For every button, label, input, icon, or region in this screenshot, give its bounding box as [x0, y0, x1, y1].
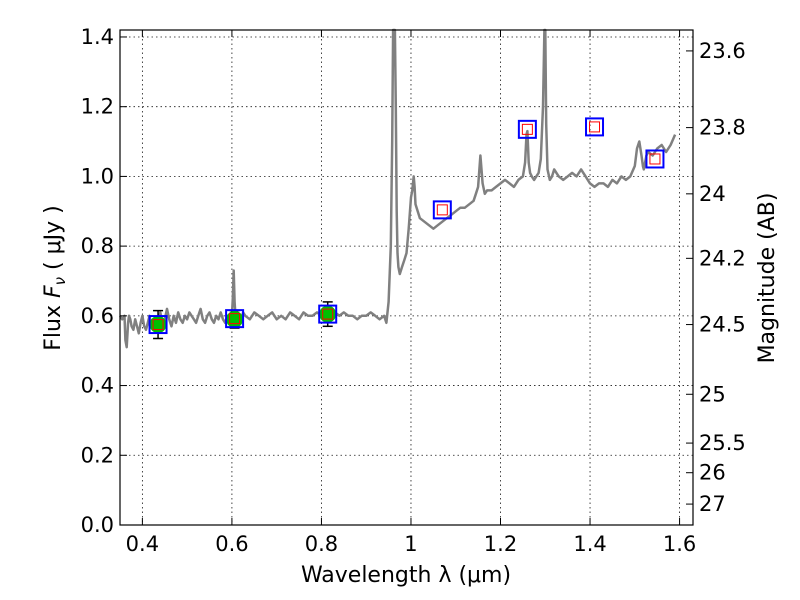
right-tick-label-4: 24.5	[699, 313, 746, 337]
y-tick-label-2: 0.4	[81, 374, 114, 398]
y-axis-label-subscript: ν	[51, 277, 69, 285]
right-tick-label-5: 25	[699, 382, 726, 406]
y-axis-label-suffix: ( μJy )	[41, 205, 66, 277]
x-tick-label-0: 0.4	[126, 532, 159, 556]
x-axis-label: Wavelength λ (μm)	[301, 563, 511, 588]
model-square-5	[586, 118, 603, 135]
photometry-point-2	[320, 306, 336, 322]
right-axis-label: Magnitude (AB)	[755, 193, 780, 364]
y-axis-label-prefix: Flux	[41, 298, 66, 351]
y-tick-label-7: 1.4	[81, 25, 114, 49]
x-tick-label-4: 1.2	[484, 532, 517, 556]
y-tick-label-0: 0.0	[81, 513, 114, 537]
y-axis-label: Flux Fν ( μJy )	[41, 205, 69, 350]
spectrum-series	[120, 30, 675, 347]
right-tick-label-2: 24	[699, 182, 726, 206]
right-tick-label-1: 23.8	[699, 116, 746, 140]
sed-chart: 0.4 0.6 0.8 1 1.2 1.4 1.6 0.0 0.2 0.4 0.6 0.8 1.0 1.2…	[0, 0, 800, 600]
x-tick-label-3: 1	[404, 532, 417, 556]
data-points	[150, 118, 664, 338]
right-tick-label-6: 25.5	[699, 431, 746, 455]
x-tick-label-5: 1.4	[573, 532, 606, 556]
plot-frame	[120, 30, 693, 525]
right-tick-label-8: 27	[699, 492, 726, 516]
y-tick-label-4: 0.8	[81, 234, 114, 258]
x-tick-label-6: 1.6	[663, 532, 696, 556]
model-point-5	[590, 122, 600, 132]
grid	[120, 30, 693, 525]
photometry-point-0	[150, 317, 166, 333]
y-tick-label-6: 1.2	[81, 95, 114, 119]
x-tick-label-1: 0.6	[215, 532, 248, 556]
spectrum-line	[120, 30, 675, 347]
x-tick-label-2: 0.8	[305, 532, 338, 556]
y-tick-label-1: 0.2	[81, 443, 114, 467]
right-tick-label-7: 26	[699, 461, 726, 485]
y-tick-label-3: 0.6	[81, 304, 114, 328]
axis-ticks: 0.4 0.6 0.8 1 1.2 1.4 1.6 0.0 0.2 0.4 0.6 0.8 1.0 1.2…	[81, 25, 746, 556]
right-tick-label-3: 24.2	[699, 246, 746, 270]
y-axis-label-symbol: F	[41, 285, 66, 298]
y-tick-label-5: 1.0	[81, 164, 114, 188]
model-point-3	[437, 205, 447, 215]
right-tick-label-0: 23.6	[699, 39, 746, 63]
